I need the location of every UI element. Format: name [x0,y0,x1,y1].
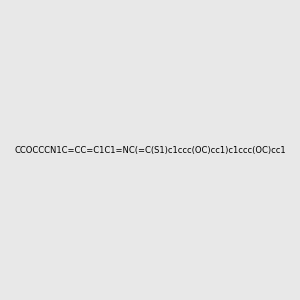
Text: CCOCCCN1C=CC=C1C1=NC(=C(S1)c1ccc(OC)cc1)c1ccc(OC)cc1: CCOCCCN1C=CC=C1C1=NC(=C(S1)c1ccc(OC)cc1)… [14,146,286,154]
